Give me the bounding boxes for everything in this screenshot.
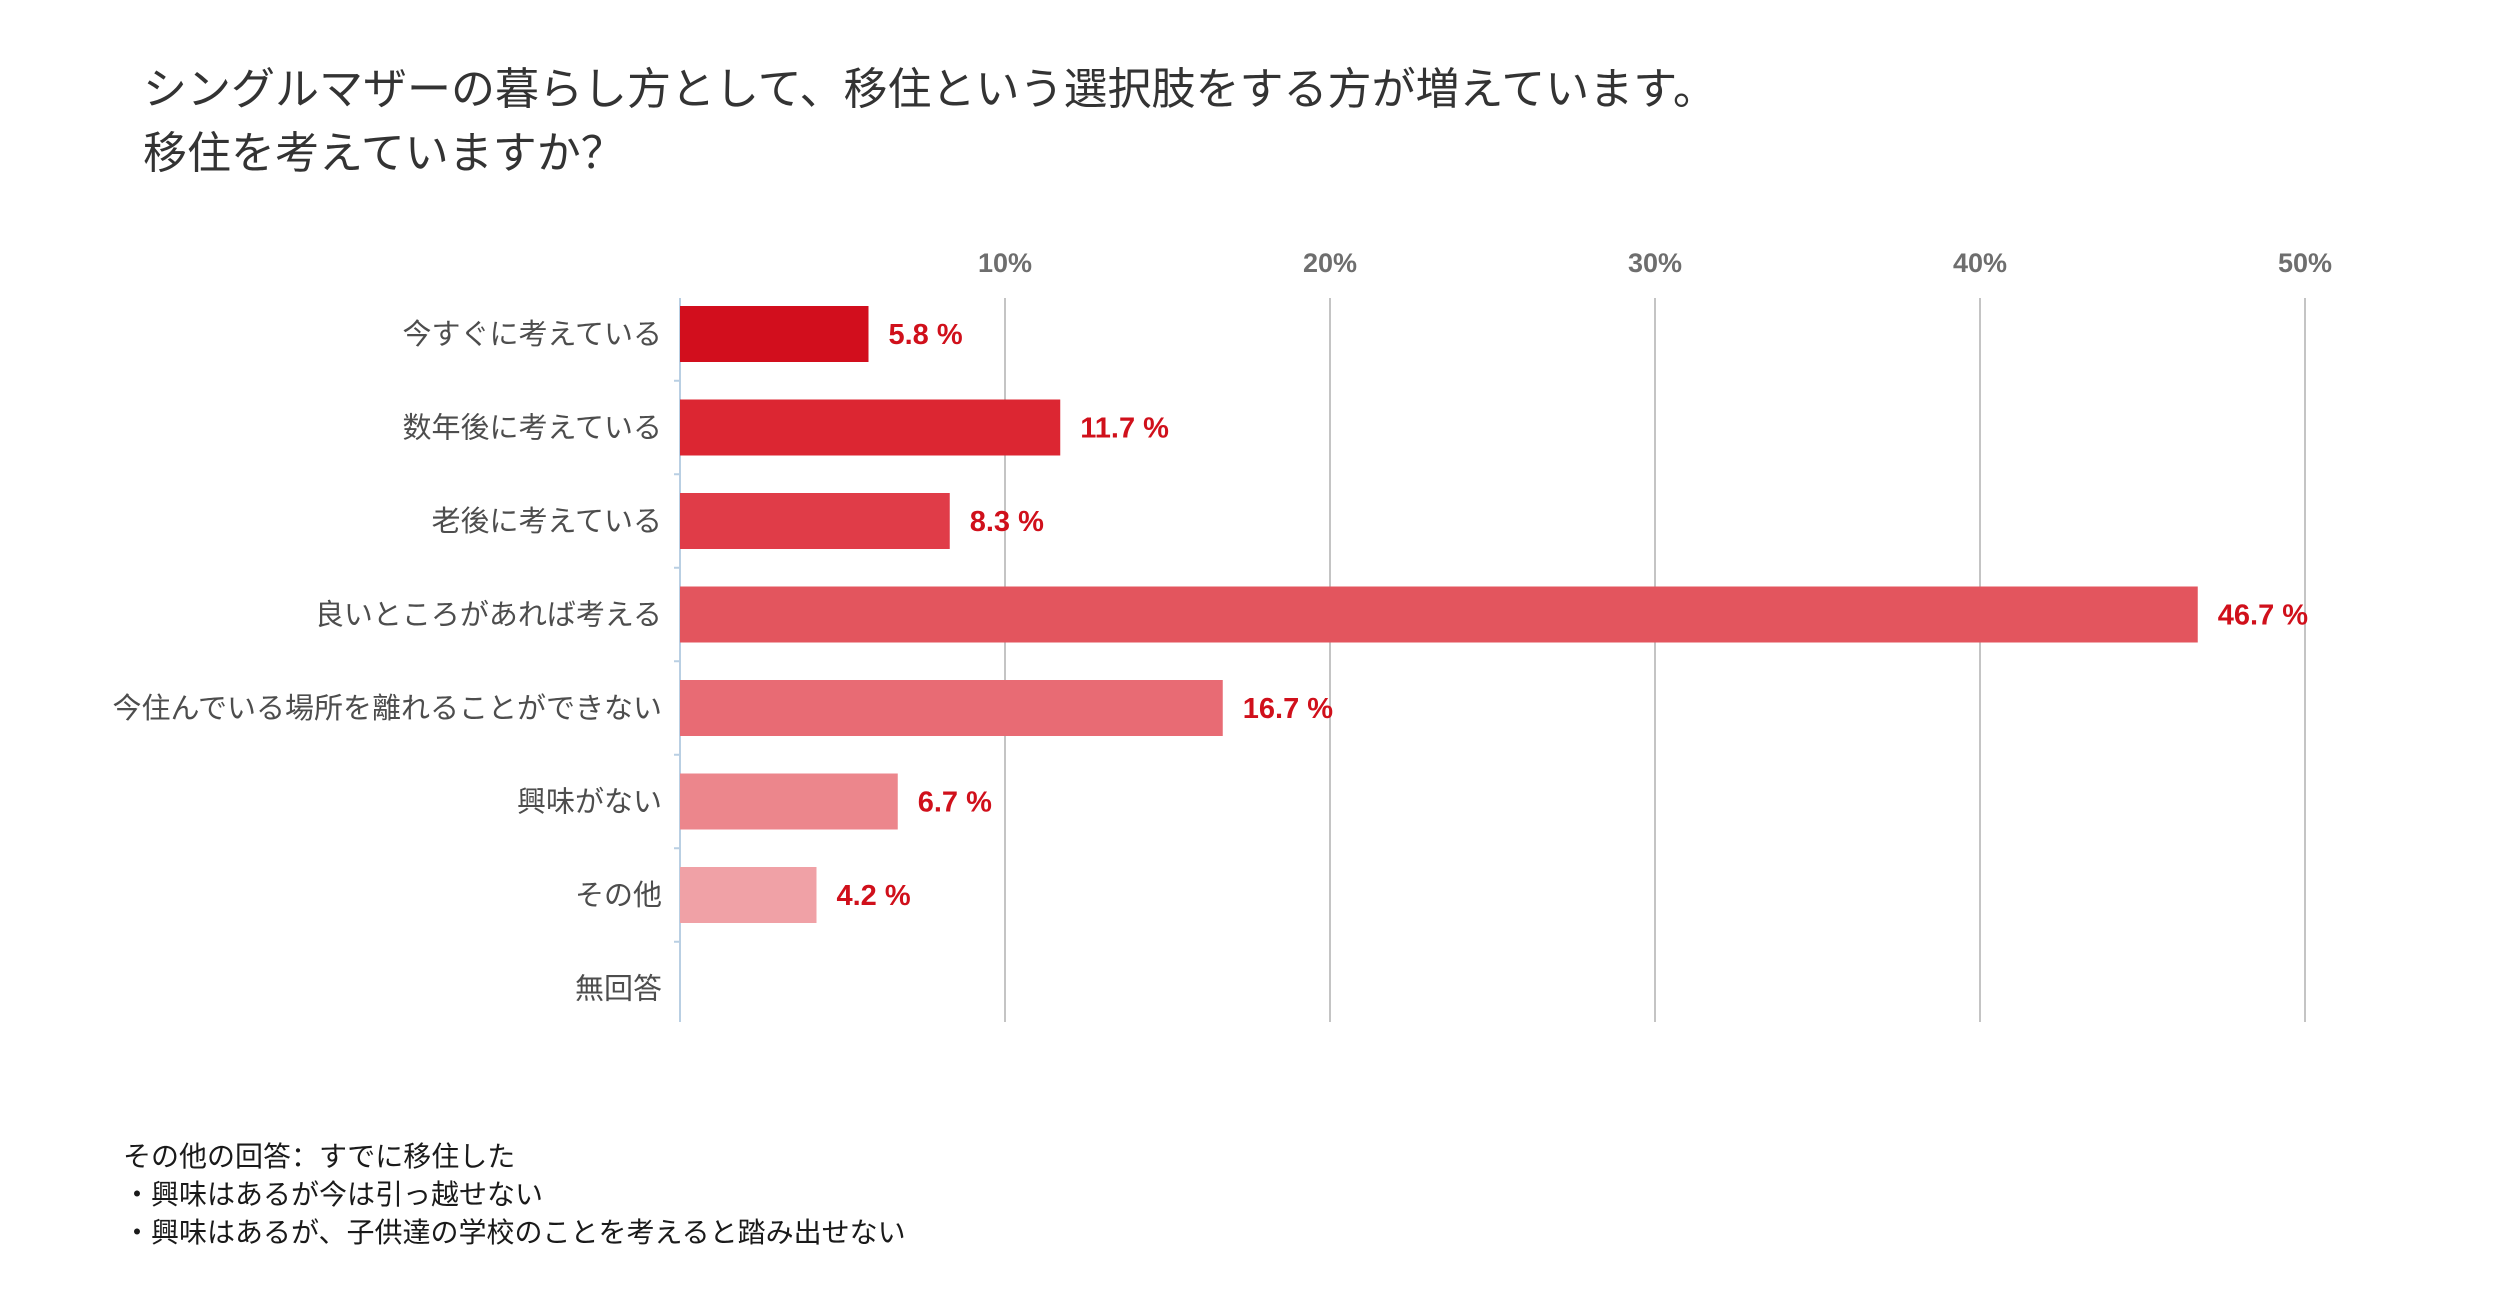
x-tick-label-40: 40% (1953, 248, 2007, 278)
bar (680, 306, 869, 362)
data-label: 16.7 % (1243, 693, 1333, 725)
note-line-1: その他の回答：すでに移住した (123, 1140, 516, 1173)
category-label: 興味がない (517, 785, 662, 819)
category-label: 無回答 (575, 972, 662, 1006)
category-label: 老後に考えている (431, 504, 662, 538)
bar (680, 680, 1223, 736)
note-line-2: ・興味はあるが今は引っ越せない (123, 1178, 544, 1211)
bar (680, 493, 950, 549)
category-label: 良いところがあれば考える (315, 598, 662, 632)
note-line-3: ・興味はあるが、子供達の学校のことを考えると踏み出せない (123, 1216, 906, 1249)
chart-title: シングルマザーの暮らし方として、移住という選択肢をする方が増えています。 移住を… (143, 58, 1717, 186)
chart-title-line-1: シングルマザーの暮らし方として、移住という選択肢をする方が増えています。 (143, 64, 1717, 115)
category-label: 今住んでいる場所を離れることができない (112, 691, 662, 725)
chart-title-line-2: 移住を考えていますか？ (143, 128, 625, 179)
data-label: 11.7 % (1080, 413, 1169, 445)
bar (680, 399, 1061, 456)
other-answers-notes: その他の回答：すでに移住した ・興味はあるが今は引っ越せない ・興味はあるが、子… (123, 1138, 906, 1252)
bar (680, 867, 817, 923)
category-label: その他 (575, 878, 662, 912)
x-tick-label-10: 10% (978, 248, 1032, 278)
x-tick-label-50: 50% (2278, 248, 2332, 278)
data-label: 5.8 % (889, 319, 963, 351)
data-label: 4.2 % (837, 880, 911, 912)
category-label: 今すぐに考えている (402, 317, 662, 351)
x-tick-label-20: 20% (1303, 248, 1357, 278)
category-label: 数年後に考えている (402, 411, 662, 445)
data-label: 46.7 % (2218, 600, 2308, 632)
x-tick-label-30: 30% (1628, 248, 1682, 278)
bar (680, 586, 2198, 643)
bar (680, 773, 898, 830)
data-label: 6.7 % (918, 787, 992, 819)
data-label: 8.3 % (970, 506, 1044, 538)
